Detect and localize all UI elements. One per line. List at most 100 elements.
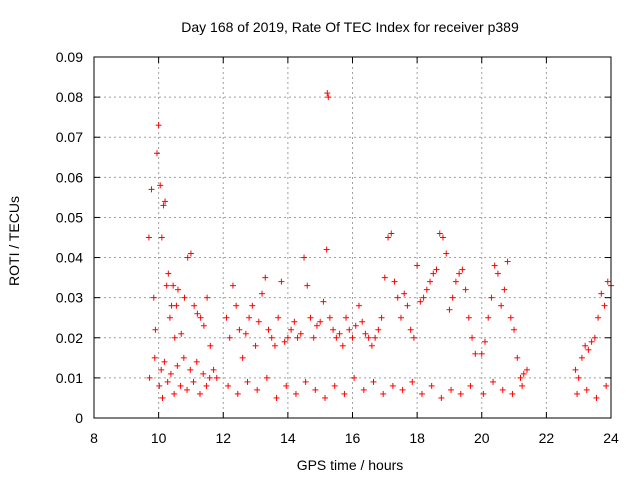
data-point	[229, 282, 236, 289]
data-point	[430, 270, 437, 277]
data-point	[210, 366, 217, 373]
data-point	[491, 262, 498, 269]
y-tick-label: 0.05	[56, 209, 83, 225]
data-point	[187, 366, 194, 373]
data-point	[278, 278, 285, 285]
data-point	[161, 358, 168, 365]
data-point	[509, 390, 516, 397]
y-tick-label: 0.02	[56, 330, 83, 346]
data-point	[372, 334, 379, 341]
data-point	[448, 386, 455, 393]
data-point	[511, 326, 518, 333]
data-point	[480, 390, 487, 397]
data-point	[456, 270, 463, 277]
data-point	[158, 234, 165, 241]
data-point	[375, 326, 382, 333]
data-point	[360, 386, 367, 393]
data-point	[167, 370, 174, 377]
data-point	[428, 382, 435, 389]
y-tick-label: 0	[75, 410, 83, 426]
data-point	[275, 314, 282, 321]
data-point	[501, 286, 508, 293]
data-point	[339, 342, 346, 349]
data-point	[407, 326, 414, 333]
data-point	[156, 382, 163, 389]
data-point	[598, 290, 605, 297]
axis-ticks	[93, 56, 612, 419]
data-point	[283, 382, 290, 389]
data-point	[254, 386, 261, 393]
data-point	[370, 378, 377, 385]
data-point	[148, 186, 155, 193]
y-tick-label: 0.04	[56, 250, 83, 266]
data-point	[178, 330, 185, 337]
data-point	[145, 234, 152, 241]
data-point	[462, 286, 469, 293]
data-point	[401, 290, 408, 297]
data-point	[268, 334, 275, 341]
data-point	[388, 230, 395, 237]
data-point	[352, 322, 359, 329]
data-point	[452, 278, 459, 285]
grid-lines	[94, 57, 611, 418]
x-tick-label: 12	[215, 430, 231, 446]
data-point	[325, 94, 332, 101]
data-point	[301, 254, 308, 261]
data-point	[420, 294, 427, 301]
data-point	[438, 394, 445, 401]
y-tick-label: 0.09	[56, 49, 83, 65]
data-point	[155, 122, 162, 129]
data-point	[331, 382, 338, 389]
x-tick-label: 24	[603, 430, 619, 446]
data-point	[233, 302, 240, 309]
data-point	[200, 322, 207, 329]
y-tick-label: 0.03	[56, 290, 83, 306]
data-point	[259, 290, 266, 297]
data-point	[520, 370, 527, 377]
data-point	[499, 386, 506, 393]
data-point	[394, 294, 401, 301]
data-point	[330, 326, 337, 333]
data-point	[326, 314, 333, 321]
data-point	[302, 378, 309, 385]
data-point	[368, 342, 375, 349]
y-tick-label: 0.01	[56, 370, 83, 386]
data-point	[154, 150, 161, 157]
data-point	[359, 318, 366, 325]
data-point	[519, 382, 526, 389]
data-point	[423, 286, 430, 293]
data-point	[288, 326, 295, 333]
data-point	[381, 274, 388, 281]
data-point	[246, 314, 253, 321]
data-point	[601, 302, 608, 309]
data-point	[410, 334, 417, 341]
data-point	[443, 250, 450, 257]
data-point	[389, 382, 396, 389]
data-point	[164, 378, 171, 385]
y-tick-labels: 0 0.01 0.02 0.03 0.04 0.05 0.06 0.07 0.08 0.09	[56, 49, 83, 426]
data-point	[223, 314, 230, 321]
data-point	[593, 394, 600, 401]
data-point	[365, 334, 372, 341]
data-point	[152, 326, 159, 333]
data-point	[173, 302, 180, 309]
data-point	[324, 90, 331, 97]
data-point	[304, 282, 311, 289]
data-point	[465, 314, 472, 321]
data-point	[207, 342, 214, 349]
data-point	[574, 390, 581, 397]
data-point	[588, 338, 595, 345]
x-tick-label: 14	[280, 430, 296, 446]
data-point	[162, 198, 169, 205]
data-point	[263, 374, 270, 381]
data-point	[273, 394, 280, 401]
data-point	[180, 354, 187, 361]
data-point	[439, 234, 446, 241]
x-tick-label: 18	[409, 430, 425, 446]
data-point	[346, 326, 353, 333]
data-point	[297, 330, 304, 337]
data-point	[160, 202, 167, 209]
data-point	[292, 390, 299, 397]
